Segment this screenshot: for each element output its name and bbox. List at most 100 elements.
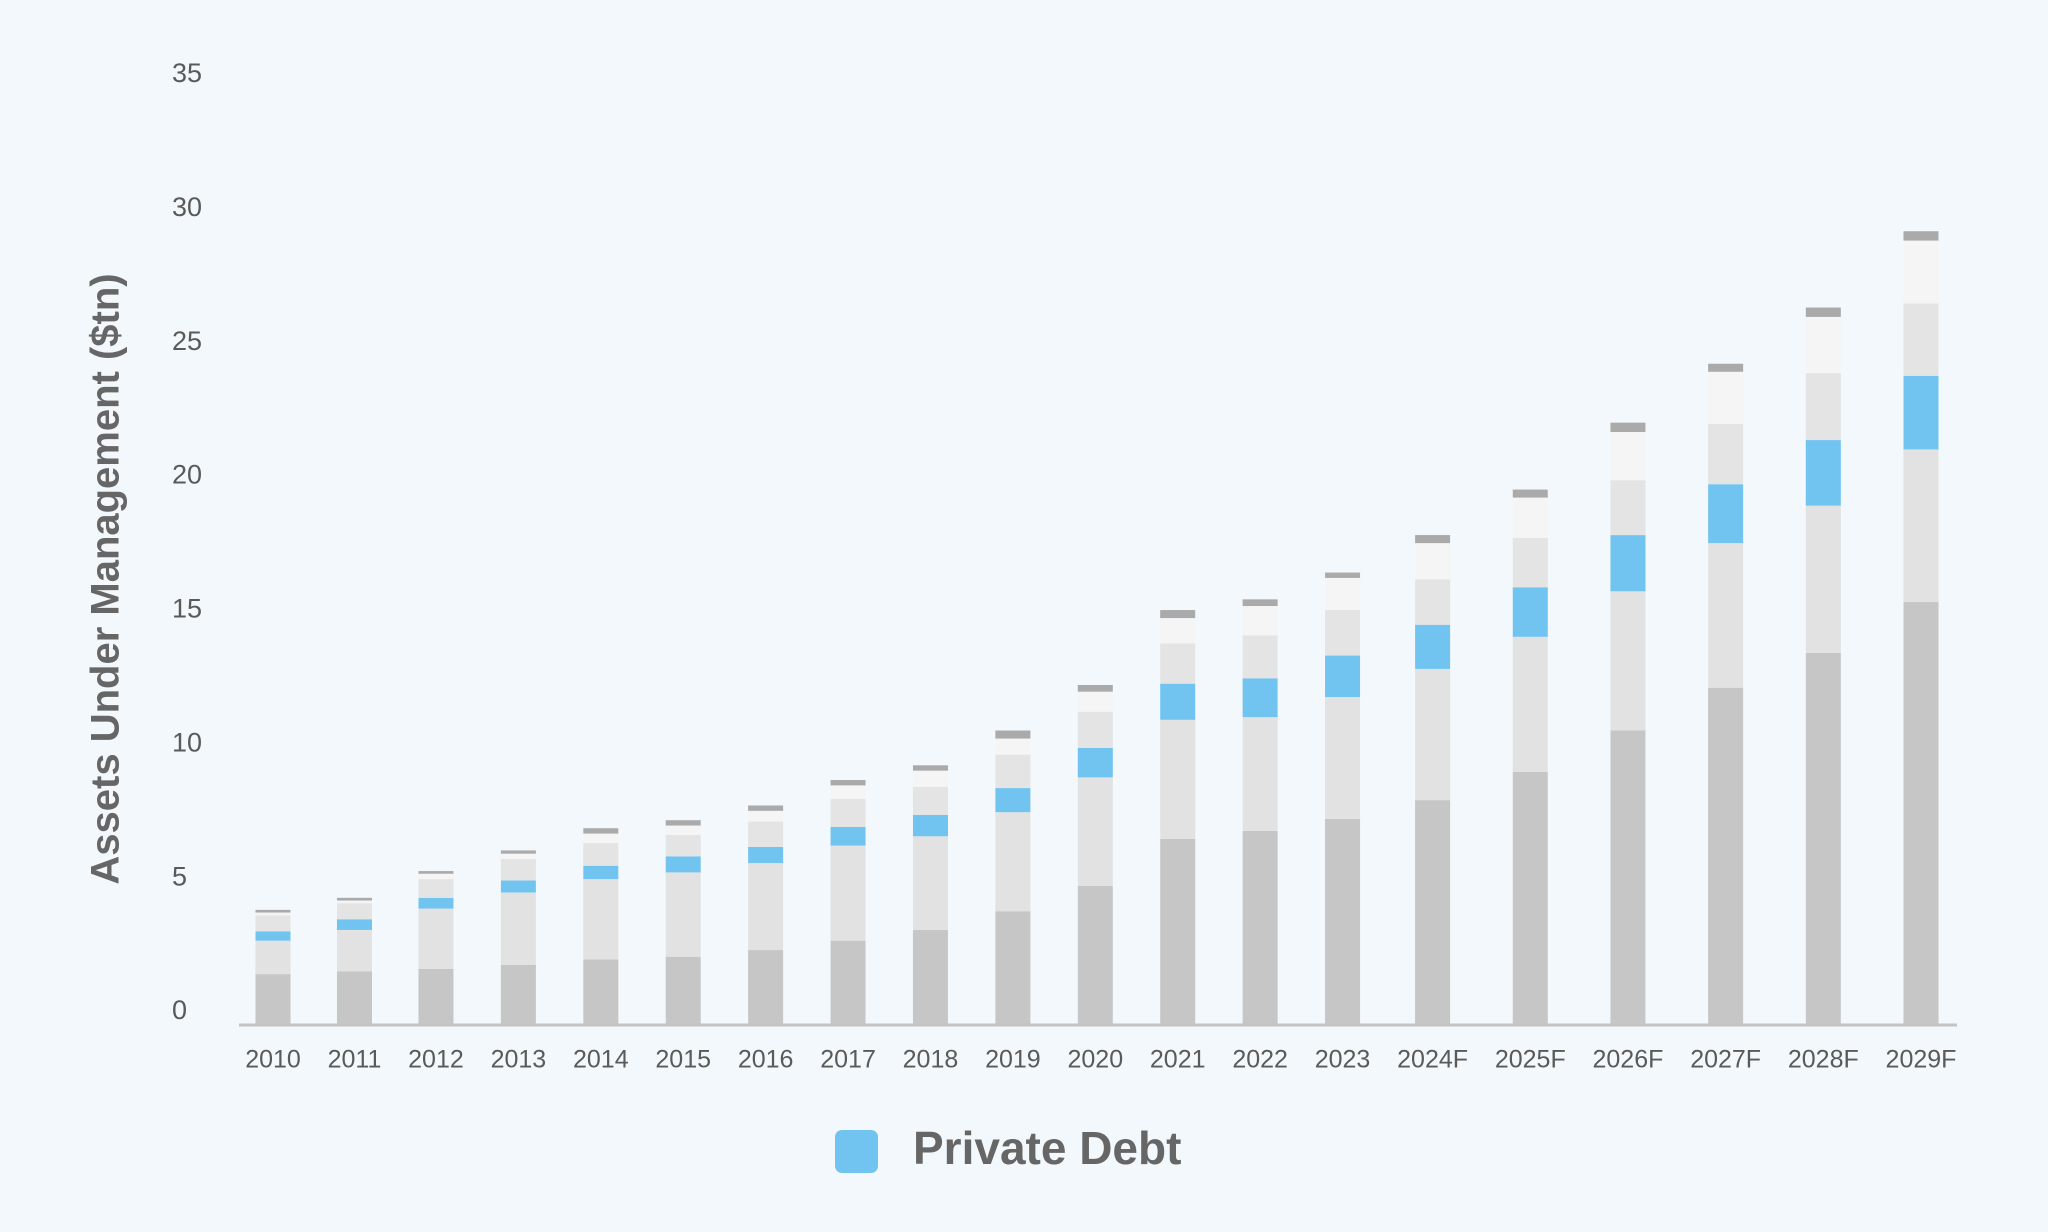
bar-segment (1242, 830, 1278, 1025)
x-tick-label: 2020 (1067, 1046, 1123, 1074)
bar-segment (1160, 838, 1196, 1025)
x-tick-label: 2024F (1397, 1046, 1468, 1074)
bar-segment (1903, 303, 1939, 376)
bar-segment (1512, 772, 1548, 1025)
y-tick-label: 20 (172, 460, 202, 490)
bar-segment (1160, 719, 1196, 839)
legend-label: Private Debt (913, 1122, 1181, 1174)
bar-segment (1242, 599, 1278, 607)
bar-segment (255, 915, 291, 932)
bar-segment (1708, 371, 1744, 424)
x-tick-label: 2018 (903, 1046, 959, 1074)
bar-segment (1077, 685, 1113, 692)
x-tick-label: 2012 (408, 1046, 464, 1074)
bar-segment (1512, 587, 1548, 637)
bar-segment (1805, 307, 1841, 317)
bar-segment (1903, 375, 1939, 450)
bar-segment (583, 828, 619, 834)
bar-segment (665, 872, 701, 957)
bar-segment (1415, 579, 1451, 625)
bar-segment (748, 863, 784, 951)
bar-segment (995, 788, 1031, 813)
bar-segment (995, 730, 1031, 739)
bar-segment (1160, 610, 1196, 619)
bar-segment (912, 814, 948, 837)
bar-segment (500, 850, 536, 854)
bar-segment (1242, 635, 1278, 679)
bar-segment (665, 820, 701, 826)
bar-segment (1610, 480, 1646, 536)
bar-segment (500, 853, 536, 860)
bar-segment (1708, 484, 1744, 544)
bar-segment (748, 846, 784, 864)
bar-segment (1160, 683, 1196, 720)
bar-segment (1805, 505, 1841, 653)
bar-segment (1077, 711, 1113, 748)
bar-segment (912, 765, 948, 771)
x-tick-label: 2013 (491, 1046, 547, 1074)
bar-segment (830, 845, 866, 941)
bar-segment (748, 805, 784, 811)
bar-segment (336, 903, 372, 920)
bar-segment (1242, 678, 1278, 718)
bar-segment (418, 968, 454, 1025)
y-tick-label: 0 (172, 995, 187, 1025)
bar-segment (583, 833, 619, 843)
y-tick-label: 10 (172, 727, 202, 757)
bar-segment (1903, 231, 1939, 241)
bar-segment (665, 825, 701, 835)
bar-segment (1903, 240, 1939, 304)
x-tick-label: 2023 (1315, 1046, 1371, 1074)
bar-segment (1325, 610, 1361, 656)
bar-segment (1903, 602, 1939, 1025)
bar-segment (1708, 363, 1744, 372)
bar-segment (1325, 655, 1361, 698)
x-tick-label: 2016 (738, 1046, 794, 1074)
y-tick-label: 30 (172, 192, 202, 222)
bar-segment (500, 880, 536, 893)
x-tick-label: 2027F (1690, 1046, 1761, 1074)
bar-segment (1512, 636, 1548, 773)
bar-segment (255, 931, 291, 941)
bar-segment (583, 959, 619, 1025)
bar-segment (1708, 543, 1744, 688)
bar-segment (1512, 497, 1548, 538)
bar-segment (583, 879, 619, 960)
bar-segment (995, 738, 1031, 755)
y-tick-label: 15 (172, 594, 202, 624)
bar-segment (583, 842, 619, 866)
bar-segment (1160, 643, 1196, 684)
bar-segment (1610, 432, 1646, 481)
bar-segment (912, 929, 948, 1025)
bar-segment (1805, 440, 1841, 506)
bar-segment (1077, 777, 1113, 886)
bar-segment (1077, 691, 1113, 712)
bar-segment (995, 754, 1031, 789)
x-tick-label: 2017 (820, 1046, 876, 1074)
y-axis-title: Assets Under Management ($tn) (84, 273, 128, 884)
bar-segment (500, 892, 536, 965)
bar-segment (1512, 537, 1548, 588)
bar-segment (912, 770, 948, 787)
bar-segment (418, 879, 454, 898)
bar-segment (255, 912, 291, 916)
bar-segment (830, 798, 866, 827)
bar-segment (995, 812, 1031, 912)
bar-segment (1415, 543, 1451, 580)
bar-segment (748, 950, 784, 1025)
bar-segment (1077, 747, 1113, 778)
bar-segment (1415, 624, 1451, 669)
x-tick-label: 2021 (1150, 1046, 1206, 1074)
bar-segment (1325, 572, 1361, 578)
bar-segment (1415, 800, 1451, 1025)
bar-segment (1708, 423, 1744, 485)
bar-segment (1805, 373, 1841, 441)
bar-segment (1610, 535, 1646, 592)
bar-segment (1903, 449, 1939, 603)
bar-segment (255, 940, 291, 975)
x-tick-label: 2015 (655, 1046, 711, 1074)
bar-segment (665, 834, 701, 857)
bar-segment (748, 821, 784, 847)
